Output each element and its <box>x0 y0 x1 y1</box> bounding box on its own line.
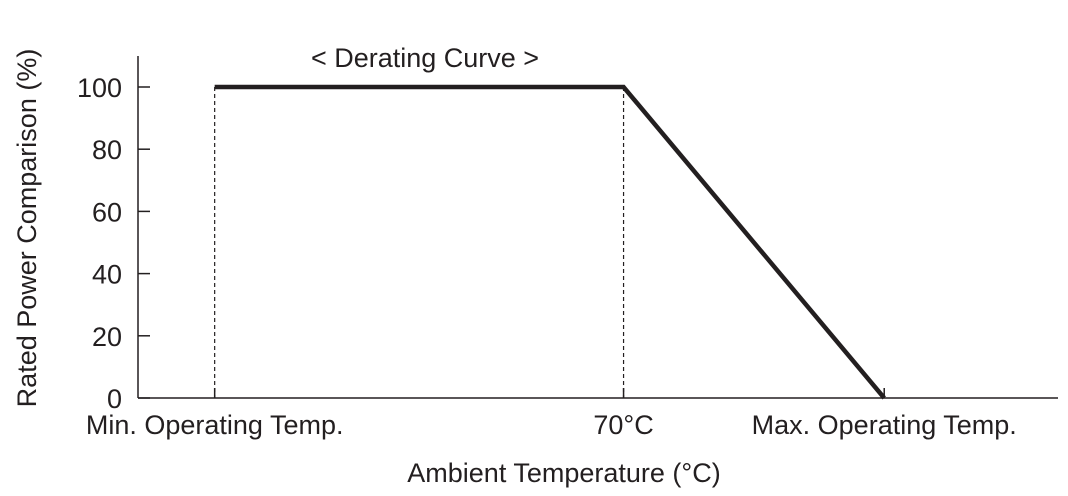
y-tick-label: 80 <box>92 135 122 165</box>
y-ticks: 0 20 40 60 80 100 <box>77 73 150 414</box>
x-tick-label: 70°C <box>593 410 653 440</box>
y-tick-label: 100 <box>77 73 122 103</box>
y-tick-label: 0 <box>107 384 122 414</box>
x-tick-label: Min. Operating Temp. <box>86 410 344 440</box>
x-tick-label: Max. Operating Temp. <box>752 410 1017 440</box>
chart-title: < Derating Curve > <box>311 43 539 73</box>
derating-curve-line <box>214 84 886 400</box>
y-tick-label: 20 <box>92 322 122 352</box>
x-axis-label: Ambient Temperature (°C) <box>407 458 720 488</box>
y-tick-label: 40 <box>92 260 122 290</box>
axes <box>137 56 1058 399</box>
y-tick-label: 60 <box>92 197 122 227</box>
reference-lines <box>214 87 625 398</box>
y-axis-label: Rated Power Comparison (%) <box>12 49 42 408</box>
x-ticks: Min. Operating Temp. 70°C Max. Operating T… <box>86 388 1017 440</box>
series-lines <box>214 84 886 400</box>
